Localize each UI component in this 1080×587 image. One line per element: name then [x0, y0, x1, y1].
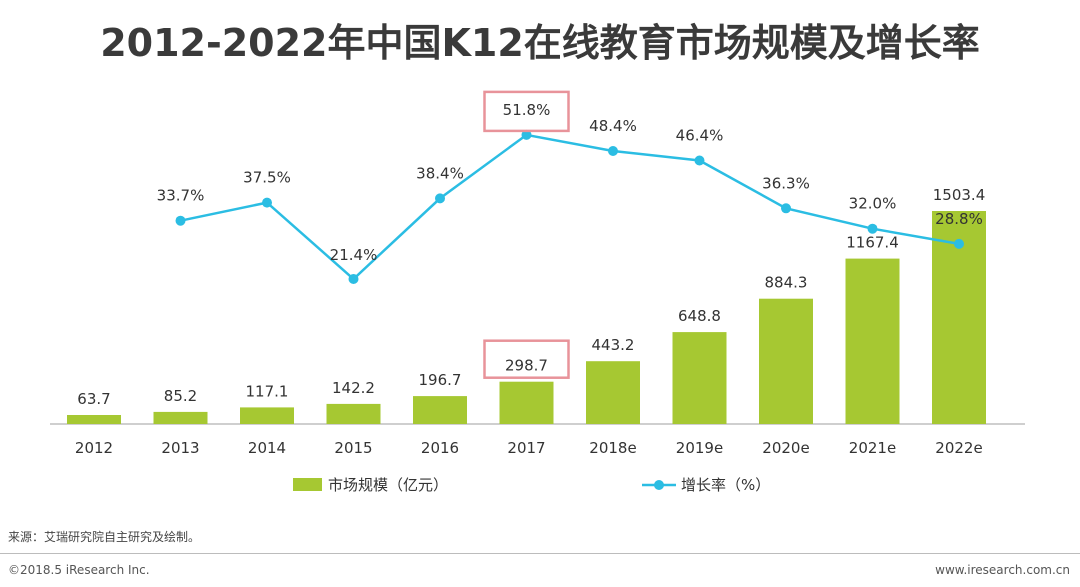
bar-value-label-2016: 196.7	[419, 371, 462, 389]
growth-rate-point-2013	[175, 215, 186, 226]
bar-2014	[240, 407, 294, 424]
bar-value-label-2012: 63.7	[77, 390, 110, 408]
growth-rate-point-2017	[521, 129, 532, 140]
bar-2019e	[672, 332, 727, 424]
bar-value-label-2013: 85.2	[164, 387, 197, 405]
copyright-text: ©2018.5 iResearch Inc.	[8, 563, 150, 577]
growth-rate-label-2016: 38.4%	[416, 164, 464, 182]
legend-label-market-size: 市场规模（亿元）	[328, 476, 448, 494]
bar-2018e	[586, 361, 640, 424]
growth-rate-label-2022e: 28.8%	[935, 210, 983, 228]
footer-divider	[0, 553, 1080, 554]
bar-value-label-2022e: 1503.4	[933, 186, 986, 204]
x-tick-label-2017: 2017	[507, 439, 545, 457]
bar-value-label-2014: 117.1	[246, 382, 289, 400]
bar-2015	[326, 403, 381, 424]
x-tick-label-2012: 2012	[75, 439, 113, 457]
growth-rate-point-2021e	[867, 223, 878, 234]
growth-rate-label-2017: 51.8%	[503, 101, 551, 119]
bar-value-label-2020e: 884.3	[765, 274, 808, 292]
bar-value-label-2017: 298.7	[505, 357, 548, 375]
highlight-box-growth-rate	[483, 90, 570, 133]
chart-title: 2012-2022年中国K12在线教育市场规模及增长率	[100, 21, 980, 65]
bar-2017	[499, 381, 554, 424]
growth-rate-label-2019e: 46.4%	[676, 127, 724, 145]
bar-2012	[67, 415, 121, 424]
x-tick-label-2015: 2015	[334, 439, 372, 457]
legend-swatch-market-size	[293, 478, 322, 491]
x-tick-label-2021e: 2021e	[849, 439, 896, 457]
x-tick-label-2020e: 2020e	[762, 439, 809, 457]
x-tick-label-2019e: 2019e	[676, 439, 723, 457]
x-tick-label-2022e: 2022e	[935, 439, 982, 457]
bar-2020e	[759, 298, 813, 424]
growth-rate-label-2018e: 48.4%	[589, 117, 637, 135]
legend-marker-growth-rate	[654, 480, 664, 490]
bar-value-label-2019e: 648.8	[678, 307, 721, 325]
growth-rate-label-2014: 37.5%	[243, 169, 291, 187]
growth-rate-label-2021e: 32.0%	[849, 195, 897, 213]
growth-rate-point-2015	[348, 274, 359, 284]
growth-rate-point-2018e	[608, 146, 618, 156]
bar-value-label-2021e: 1167.4	[846, 234, 899, 252]
legend-label-growth-rate: 增长率（%）	[681, 476, 770, 494]
growth-rate-label-2020e: 36.3%	[762, 174, 810, 192]
bar-value-label-2015: 142.2	[332, 379, 375, 397]
growth-rate-point-2014	[262, 197, 272, 208]
x-tick-label-2013: 2013	[161, 439, 199, 457]
bar-2021e	[845, 258, 900, 424]
website-link[interactable]: www.iresearch.com.cn	[935, 563, 1070, 577]
growth-rate-point-2020e	[781, 203, 791, 214]
growth-rate-label-2013: 33.7%	[157, 187, 205, 205]
bar-2016	[413, 396, 467, 424]
bar-value-label-2018e: 443.2	[592, 336, 635, 354]
growth-rate-line	[180, 133, 960, 281]
x-tick-label-2018e: 2018e	[589, 439, 636, 457]
highlight-box-market-size	[483, 339, 570, 379]
x-tick-label-2014: 2014	[248, 439, 286, 457]
growth-rate-point-2019e	[694, 155, 705, 166]
growth-rate-point-2016	[435, 193, 445, 204]
source-note: 来源：艾瑞研究院自主研究及绘制。	[8, 530, 201, 544]
growth-rate-label-2015: 21.4%	[330, 246, 378, 264]
growth-rate-point-2022e	[954, 238, 964, 249]
bar-2013	[153, 411, 208, 424]
x-tick-label-2016: 2016	[421, 439, 459, 457]
